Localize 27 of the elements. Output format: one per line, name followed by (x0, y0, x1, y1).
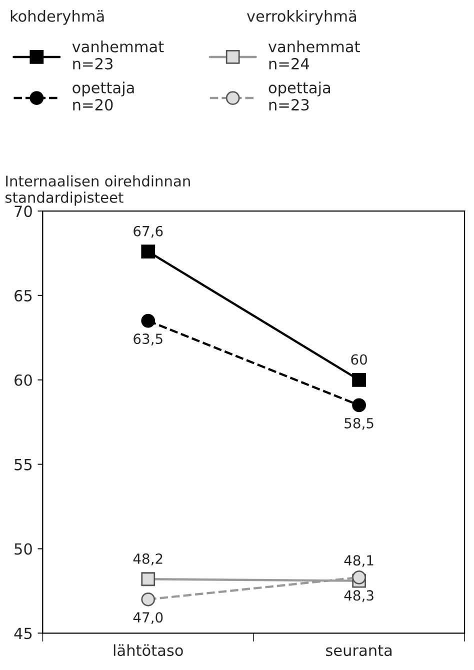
legend-label: vanhemmat n=23 (72, 40, 164, 70)
point (141, 314, 156, 328)
y-tick-label: 55 (14, 458, 32, 470)
legend-label: opettaja n=23 (268, 82, 330, 111)
x-tick-label: seuranta (326, 645, 392, 656)
data-label: 48,2 (133, 553, 162, 566)
data-label: 48,3 (344, 590, 374, 602)
point (141, 244, 156, 259)
y-tick-label: 45 (14, 628, 32, 640)
data-label: 67,6 (134, 226, 163, 238)
data-label: 47,0 (133, 612, 163, 624)
text: kohderyhmä (10, 10, 104, 25)
point (352, 398, 366, 412)
data-label: 48,1 (344, 555, 374, 568)
y-tick-label: 65 (14, 290, 32, 302)
legend-label: vanhemmat n=24 (268, 40, 360, 70)
text: verrokkiryhmä (246, 10, 356, 25)
data-label: 60 (351, 354, 367, 365)
y-tick-label: 60 (14, 374, 32, 386)
y-tick-label: 70 (14, 206, 32, 218)
data-label: 58,5 (344, 418, 374, 430)
data-label: 63,5 (134, 334, 162, 346)
legend-label: opettaja n=20 (72, 82, 134, 111)
x-tick-label: lähtötaso (114, 644, 183, 656)
point (352, 372, 366, 387)
y-axis-title: Internaalisen oirehdinnan standardipisteet (5, 175, 190, 206)
y-tick-label: 50 (14, 543, 32, 555)
